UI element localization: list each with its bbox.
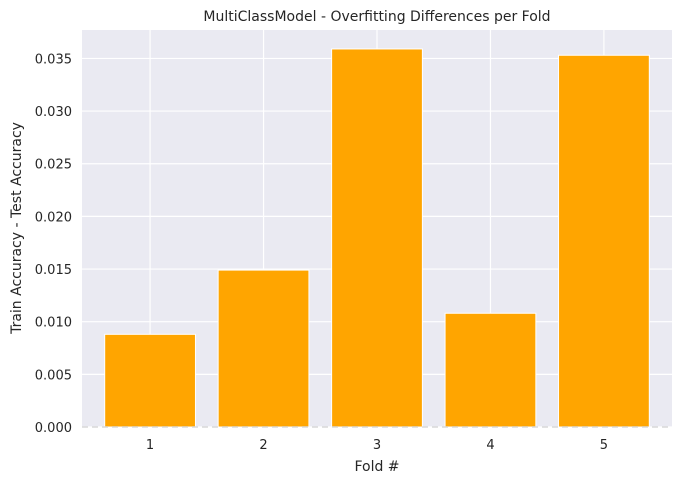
- y-tick-label: 0.020: [35, 210, 72, 225]
- y-tick-labels: 0.000 0.005 0.010 0.015 0.020 0.025 0.030 0.035: [35, 52, 72, 436]
- y-tick-label: 0.025: [35, 158, 72, 173]
- x-tick-label: 1: [146, 438, 154, 453]
- bar-fold-1: [104, 333, 196, 428]
- y-tick-label: 0.000: [35, 421, 72, 436]
- chart-title: MultiClassModel - Overfitting Difference…: [203, 9, 550, 25]
- x-tick-label: 4: [486, 438, 494, 453]
- x-tick-label: 2: [259, 438, 267, 453]
- y-tick-label: 0.030: [35, 105, 72, 120]
- bar-fold-4: [444, 312, 537, 428]
- y-tick-label: 0.035: [35, 52, 72, 67]
- x-tick-labels: 1 2 3 4 5: [146, 438, 608, 453]
- x-tick-label: 5: [600, 438, 608, 453]
- y-tick-label: 0.015: [35, 263, 72, 278]
- y-tick-label: 0.005: [35, 368, 72, 383]
- bars: [104, 48, 650, 428]
- x-axis-label: Fold #: [354, 459, 399, 475]
- y-axis-label: Train Accuracy - Test Accuracy: [9, 122, 25, 335]
- x-tick-label: 3: [373, 438, 381, 453]
- bar-fold-3: [331, 48, 423, 428]
- bar-fold-5: [558, 54, 650, 428]
- y-tick-label: 0.010: [35, 316, 72, 331]
- bar-fold-2: [217, 269, 310, 428]
